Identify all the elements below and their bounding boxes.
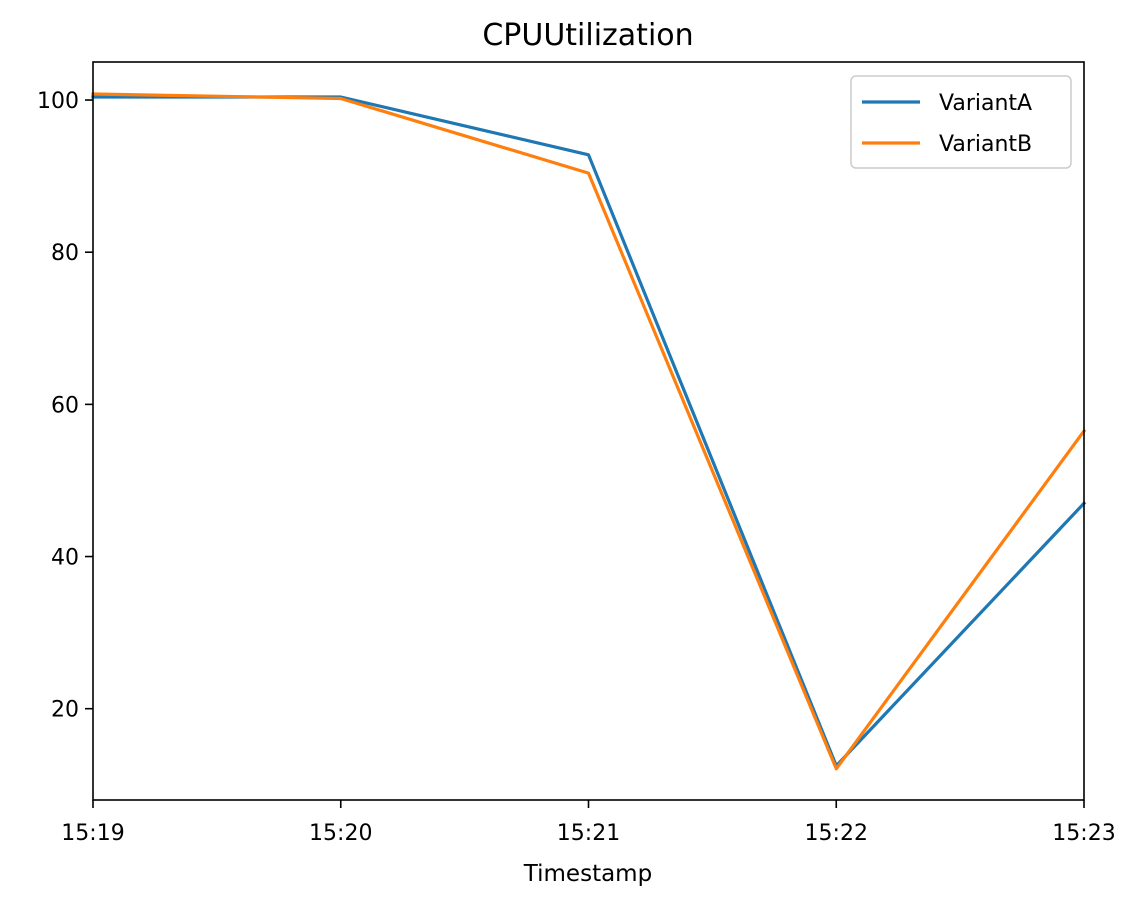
- y-tick-label: 100: [37, 89, 79, 114]
- x-tick-label: 15:22: [805, 821, 868, 846]
- legend-label: VariantB: [939, 132, 1032, 157]
- series-line-varianta: [91, 95, 1087, 768]
- y-tick-label: 60: [51, 393, 79, 418]
- chart-title: CPUUtilization: [482, 18, 693, 53]
- x-tick-label: 15:23: [1052, 821, 1115, 846]
- y-tick-label: 40: [51, 546, 79, 571]
- x-tick-label: 15:20: [309, 821, 372, 846]
- y-tick-label: 80: [51, 241, 79, 266]
- y-axis-ticks: 20 40 60 80 100: [37, 89, 93, 723]
- x-tick-label: 15:19: [61, 821, 124, 846]
- plot-area: [91, 92, 1087, 771]
- x-axis-ticks: 15:19 15:20 15:21 15:22 15:23: [61, 800, 1116, 846]
- series-line-variantb: [91, 92, 1087, 771]
- x-axis-label: Timestamp: [523, 861, 652, 887]
- legend-box: [850, 75, 1072, 169]
- legend-label: VariantA: [939, 91, 1032, 116]
- legend[interactable]: VariantA VariantB: [850, 75, 1072, 169]
- axes-frame: [92, 61, 1085, 801]
- y-tick-label: 20: [51, 698, 79, 723]
- legend-items: VariantA VariantB: [862, 91, 1032, 157]
- x-tick-label: 15:21: [557, 821, 620, 846]
